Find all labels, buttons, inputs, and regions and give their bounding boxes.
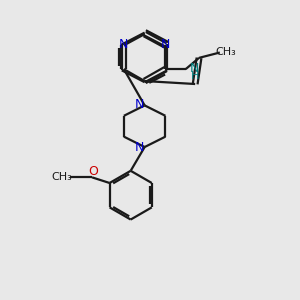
Text: N: N bbox=[161, 38, 170, 51]
Text: N: N bbox=[119, 38, 128, 51]
Text: CH₃: CH₃ bbox=[215, 47, 236, 57]
Text: N: N bbox=[190, 62, 199, 75]
Text: O: O bbox=[88, 166, 98, 178]
Text: CH₃: CH₃ bbox=[52, 172, 72, 182]
Text: N: N bbox=[135, 98, 144, 111]
Text: H: H bbox=[190, 71, 199, 81]
Text: N: N bbox=[135, 141, 144, 154]
